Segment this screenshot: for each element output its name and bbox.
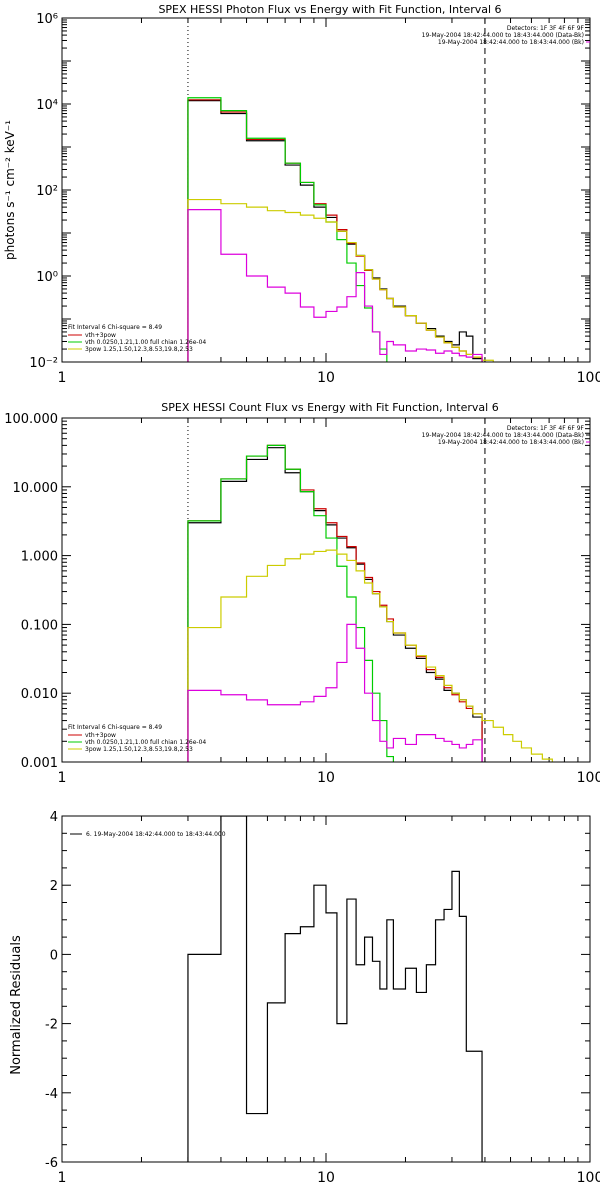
x-tick-label: 1: [58, 1170, 67, 1186]
x-tick-label: 100: [577, 370, 600, 386]
y-tick-label: 10⁴: [36, 98, 58, 113]
plot-area: 1 10 100 0.001 0.010 0.100 1.000 10.000 100.000 D…: [4, 412, 600, 786]
series-line-1: [187, 444, 483, 762]
y-tick-label: -6: [45, 1156, 58, 1171]
y-axis-label: Normalized Residuals: [9, 935, 24, 1075]
panel-count-flux: SPEX HESSI Count Flux vs Energy with Fit…: [4, 401, 600, 786]
legend-title: Fit Interval 6 Chi-square = 8.49: [68, 324, 162, 331]
info-text: 19-May-2004 18:42:44.000 to 18:43:44.000…: [422, 32, 584, 39]
info-text: 19-May-2004 18:42:44.000 to 18:43:44.000…: [438, 39, 584, 46]
y-tick-label: 0.010: [21, 687, 58, 702]
legend-label: vth+3pow: [85, 732, 116, 739]
info-text: 19-May-2004 18:42:44.000 to 18:43:44.000…: [438, 439, 584, 446]
series-line-2: [187, 444, 394, 762]
info-text: Detectors: 1F 3F 4F 6F 9F: [507, 25, 585, 32]
legend-label: vth+3pow: [85, 332, 116, 339]
panel-residuals: Normalized Residuals 1 10 100 -6 -4 -2 0 2 4 6. 1…: [9, 810, 600, 1186]
y-tick-label: 100.000: [4, 412, 58, 427]
plot-area: 1 10 100 10⁻² 10⁰ 10² 10⁴ 10⁶ Detectors: 1F 3F 4…: [29, 12, 600, 386]
legend-label: 6. 19-May-2004 18:42:44.000 to 18:43:44.…: [86, 831, 226, 838]
y-tick-label: 10⁻²: [29, 356, 58, 371]
x-tick-label: 1: [58, 370, 67, 386]
series-line-0: [187, 447, 483, 762]
y-tick-label: 0: [50, 948, 58, 963]
y-tick-label: 2: [50, 879, 58, 894]
plot-area: 1 10 100 -6 -4 -2 0 2 4 6. 19-May-2004 18:42:44.0…: [45, 810, 600, 1186]
plot-frame: [61, 815, 591, 1163]
y-tick-label: 10⁰: [36, 270, 58, 285]
legend-title: Fit Interval 6 Chi-square = 8.49: [68, 724, 162, 731]
plot-frame: [61, 17, 591, 363]
x-tick-label: 100: [577, 1170, 600, 1186]
y-tick-label: 1.000: [21, 550, 58, 565]
legend-label: 3pow 1.25,1.50,12.3,8.53,19.8,2.53: [85, 346, 193, 353]
series-line-3: [187, 549, 563, 762]
x-tick-label: 1: [58, 770, 67, 786]
x-tick-label: 100: [577, 770, 600, 786]
legend-label: vth 0.0250,1.21,1.00 full chian 1.26e-04: [85, 339, 206, 346]
legend-label: vth 0.0250,1.21,1.00 full chian 1.26e-04: [85, 739, 206, 746]
y-tick-label: 0.100: [21, 618, 58, 633]
x-tick-label: 10: [317, 370, 335, 386]
series-line-0: [187, 816, 483, 1162]
series-line-0: [187, 100, 483, 362]
legend: Fit Interval 6 Chi-square = 8.49vth+3pow…: [68, 724, 206, 753]
plot-frame: [61, 417, 591, 763]
legend-label: 3pow 1.25,1.50,12.3,8.53,19.8,2.53: [85, 746, 193, 753]
panel-photon-flux: SPEX HESSI Photon Flux vs Energy with Fi…: [3, 3, 600, 386]
y-tick-label: 10⁶: [36, 12, 58, 27]
y-tick-label: -4: [45, 1087, 58, 1102]
y-tick-label: 4: [50, 810, 58, 825]
series-line-2: [187, 97, 394, 362]
chart-title: SPEX HESSI Count Flux vs Energy with Fit…: [161, 401, 498, 414]
y-tick-label: 10²: [36, 184, 58, 199]
info-text: 19-May-2004 18:42:44.000 to 18:43:44.000…: [422, 432, 584, 439]
y-tick-label: -2: [45, 1018, 58, 1033]
x-tick-label: 10: [317, 770, 335, 786]
series-line-4: [187, 209, 483, 362]
series-line-1: [187, 99, 483, 362]
y-tick-label: 0.001: [21, 756, 58, 771]
chart-title: SPEX HESSI Photon Flux vs Energy with Fi…: [158, 3, 501, 16]
legend: 6. 19-May-2004 18:42:44.000 to 18:43:44.…: [70, 831, 226, 838]
series-line-4: [187, 623, 483, 762]
legend: Fit Interval 6 Chi-square = 8.49vth+3pow…: [68, 324, 206, 353]
info-text: Detectors: 1F 3F 4F 6F 9F: [507, 425, 585, 432]
y-tick-label: 10.000: [13, 481, 59, 496]
x-tick-label: 10: [317, 1170, 335, 1186]
y-axis-label: photons s⁻¹ cm⁻² keV⁻¹: [3, 120, 17, 260]
